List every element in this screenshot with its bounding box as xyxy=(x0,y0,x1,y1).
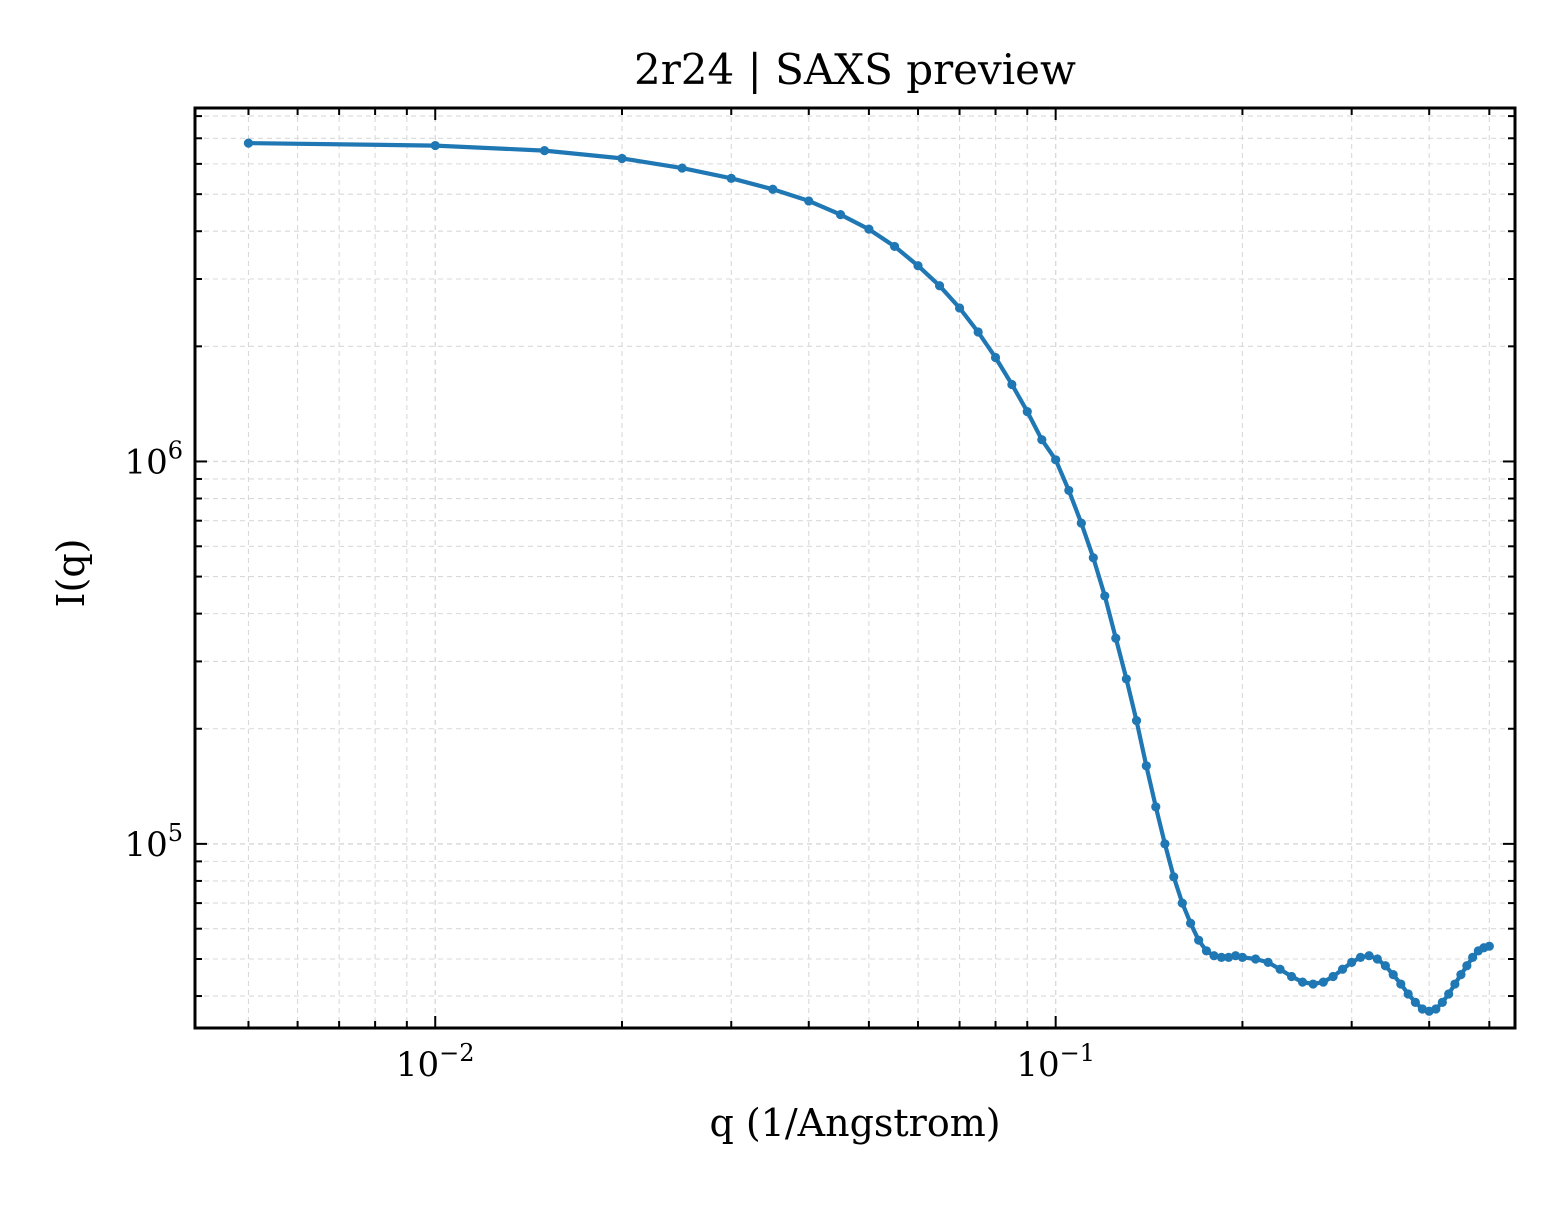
data-point xyxy=(1431,1004,1441,1014)
data-point xyxy=(1297,977,1308,987)
data-point xyxy=(1328,971,1338,982)
data-point xyxy=(1185,918,1196,928)
y-tick-label: 106 xyxy=(124,436,183,482)
data-point xyxy=(1337,964,1348,974)
data-point xyxy=(1007,379,1017,390)
data-point xyxy=(889,241,900,252)
x-tick-label: 10−2 xyxy=(396,1039,475,1085)
data-point xyxy=(954,303,965,313)
data-point xyxy=(1111,633,1121,643)
tick-layer xyxy=(195,108,1515,1028)
data-point xyxy=(1308,979,1318,989)
plot-frame xyxy=(193,106,1517,1030)
data-point xyxy=(1216,952,1227,962)
data-point xyxy=(1088,553,1098,563)
data-point xyxy=(1444,989,1454,999)
y-tick-label: 105 xyxy=(124,819,183,865)
y-axis-title: I(q) xyxy=(49,539,93,608)
data-point xyxy=(243,138,254,148)
data-point xyxy=(1410,997,1420,1007)
data-point xyxy=(1076,518,1086,528)
data-point xyxy=(1388,970,1398,980)
data-point xyxy=(1141,761,1151,771)
data-point xyxy=(1364,951,1374,961)
data-point xyxy=(1160,839,1170,849)
x-tick-label: 10−1 xyxy=(1016,1039,1095,1085)
tick-label-layer: 10−2 10−1 105 106 xyxy=(124,436,1095,1085)
data-point xyxy=(1347,957,1357,967)
data-point xyxy=(1468,952,1478,962)
data-point xyxy=(1177,898,1187,908)
data-point xyxy=(1286,971,1297,982)
data-point xyxy=(1403,989,1413,999)
data-point xyxy=(1131,716,1142,726)
data-point xyxy=(1318,977,1328,987)
data-point xyxy=(1151,802,1161,812)
data-point xyxy=(804,196,814,206)
data-point xyxy=(1201,946,1212,956)
data-point xyxy=(1355,952,1366,962)
x-axis-title: q (1/Angstrom) xyxy=(709,1101,1000,1145)
data-point xyxy=(1100,591,1110,601)
data-point xyxy=(1437,997,1447,1007)
plot-layer xyxy=(243,138,1494,1016)
data-point xyxy=(768,184,778,194)
data-point xyxy=(617,153,627,164)
chart-title: 2r24 | SAXS preview xyxy=(634,45,1076,94)
data-point xyxy=(1051,455,1061,465)
data-point xyxy=(1022,407,1032,417)
data-point xyxy=(726,173,736,183)
data-point xyxy=(1396,979,1406,989)
data-point xyxy=(1484,941,1494,951)
data-point xyxy=(1372,954,1382,964)
data-point xyxy=(1462,961,1472,971)
data-point xyxy=(1380,961,1391,971)
data-point xyxy=(430,140,440,151)
data-point xyxy=(913,261,923,271)
data-point xyxy=(1037,435,1047,445)
data-point xyxy=(1275,964,1285,974)
data-point xyxy=(864,224,874,234)
data-point xyxy=(539,145,550,156)
data-point xyxy=(1237,952,1248,962)
data-point xyxy=(1169,872,1179,882)
data-point xyxy=(1224,952,1234,962)
data-point xyxy=(1209,951,1219,961)
data-point xyxy=(990,352,1001,363)
data-point xyxy=(1263,957,1273,967)
data-point xyxy=(1064,485,1074,496)
data-point xyxy=(835,210,846,220)
data-point xyxy=(973,327,983,337)
data-point xyxy=(934,281,945,291)
data-point xyxy=(1456,970,1466,980)
data-point xyxy=(1450,979,1460,989)
data-point xyxy=(1250,954,1261,964)
data-point xyxy=(1121,674,1131,684)
data-point xyxy=(677,163,687,173)
data-point xyxy=(1194,935,1204,945)
grid-layer xyxy=(195,108,1515,1028)
